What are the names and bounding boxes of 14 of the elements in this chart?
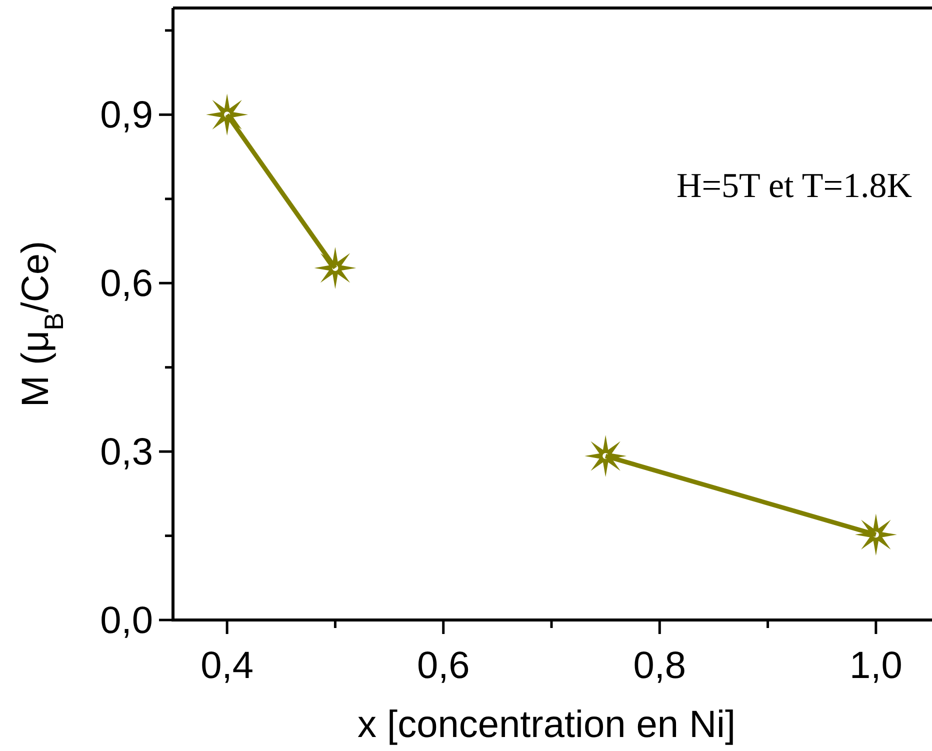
x-tick-label: 0,8: [633, 645, 686, 687]
y-tick-label: 0,3: [100, 432, 153, 474]
y-tick-label: 0,6: [100, 263, 153, 306]
point: [584, 435, 627, 478]
point: [314, 246, 356, 289]
x-tick-label: 0,6: [416, 645, 470, 687]
x-tick-label: 1,0: [850, 645, 902, 687]
x-tick-label: 0,4: [200, 645, 254, 687]
x-axis-title: x [concentration en Ni]: [357, 704, 736, 746]
annotation: H=5T et T=1.8K: [676, 166, 912, 205]
y-tick-label: 0,0: [100, 600, 153, 642]
y-tick-label: 0,9: [100, 94, 153, 137]
point: [206, 94, 248, 136]
point: [854, 514, 897, 556]
